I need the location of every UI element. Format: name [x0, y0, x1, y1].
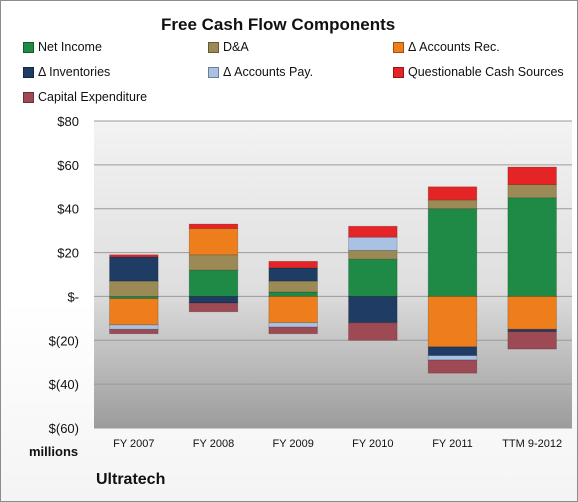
bar-segment: [348, 225, 398, 238]
plot-background: [94, 121, 572, 428]
bar-segment: [268, 296, 318, 324]
y-tick-label: $40: [57, 202, 79, 217]
legend-label: Capital Expenditure: [38, 90, 148, 104]
legend-item: Net Income: [23, 39, 102, 55]
bar-segment: [188, 223, 239, 229]
bar-segment: [427, 346, 478, 357]
bar-segment: [348, 249, 398, 260]
y-tick-label: $(40): [49, 377, 79, 392]
bar-segment: [109, 256, 159, 282]
bar-segment: [109, 298, 159, 326]
x-tick-label: FY 2010: [352, 438, 393, 450]
x-tick-label: FY 2007: [113, 438, 154, 450]
bar-segment: [188, 269, 239, 297]
bar-segment: [109, 280, 159, 297]
company-name: Ultratech: [96, 471, 166, 488]
y-tick-label: $(60): [49, 421, 79, 436]
bar-segment: [268, 280, 318, 293]
legend-swatch: [23, 91, 34, 103]
legend-label: Δ Inventories: [38, 65, 111, 79]
legend-label: Net Income: [38, 40, 102, 54]
legend-swatch: [208, 41, 219, 53]
y-tick-label: $-: [67, 289, 79, 304]
legend-swatch: [23, 66, 34, 78]
legend-item: Questionable Cash Sources: [393, 64, 564, 80]
legend-item: Δ Inventories: [23, 64, 110, 80]
legend-item: Capital Expenditure: [23, 89, 147, 105]
legend-item: Δ Accounts Rec.: [393, 39, 500, 55]
bar-segment: [109, 254, 159, 258]
legend-swatch: [393, 66, 404, 78]
bar-segment: [507, 296, 557, 330]
y-tick-label: $80: [57, 114, 79, 129]
x-tick-label: TTM 9-2012: [502, 438, 562, 450]
legend-swatch: [208, 66, 219, 78]
bar-segment: [427, 199, 478, 210]
bar-segment: [427, 355, 478, 361]
bar-segment: [188, 254, 239, 271]
bar-segment: [268, 326, 318, 335]
x-tick-label: FY 2008: [193, 438, 234, 450]
bar-segment: [348, 258, 398, 297]
bar-segment: [348, 322, 398, 341]
bar-segment: [507, 184, 557, 199]
legend-item: Δ Accounts Pay.: [208, 64, 313, 80]
bar-segment: [427, 359, 478, 374]
bar-segment: [268, 291, 318, 297]
bar-segment: [109, 324, 159, 330]
legend-label: Δ Accounts Rec.: [408, 40, 500, 54]
chart-title: Free Cash Flow Components: [161, 15, 396, 34]
legend-swatch: [393, 41, 404, 53]
bar-segment: [507, 331, 557, 350]
bar-segment: [188, 302, 239, 313]
bar-segment: [188, 296, 239, 304]
x-tick-label: FY 2011: [432, 438, 473, 450]
y-tick-label: $(20): [49, 333, 79, 348]
bar-segment: [427, 208, 478, 297]
bar-segment: [188, 228, 239, 256]
legend-item: D&A: [208, 39, 249, 55]
y-tick-label: $20: [57, 246, 79, 261]
bar-segment: [507, 166, 557, 185]
y-tick-label: $60: [57, 158, 79, 173]
bar-segment: [427, 186, 478, 201]
legend-label: Δ Accounts Pay.: [223, 65, 314, 79]
bar-segment: [109, 328, 159, 335]
bar-segment: [268, 267, 318, 282]
bar-segment: [268, 322, 318, 328]
bar-segment: [268, 260, 318, 269]
legend-label: Questionable Cash Sources: [408, 65, 564, 79]
bar-segment: [427, 296, 478, 348]
bar-segment: [507, 197, 557, 297]
legend-swatch: [23, 41, 34, 53]
x-tick-label: FY 2009: [272, 438, 313, 450]
bar-segment: [348, 296, 398, 324]
y-unit-label: millions: [29, 444, 79, 459]
bar-segment: [348, 236, 398, 251]
legend-label: D&A: [223, 40, 249, 54]
